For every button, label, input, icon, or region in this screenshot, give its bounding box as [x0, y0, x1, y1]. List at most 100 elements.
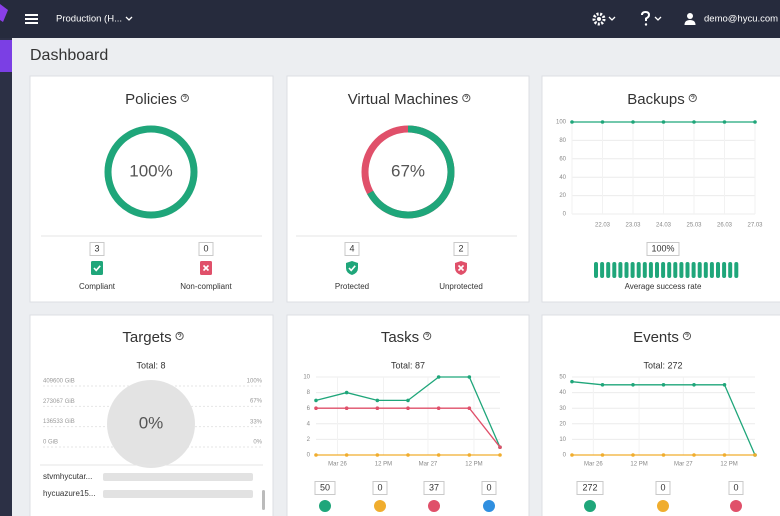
y-tick-label: 2 [307, 437, 311, 443]
data-point [661, 120, 666, 124]
history-pill [655, 262, 659, 278]
y-tick-label: 20 [559, 421, 566, 427]
data-point [753, 120, 757, 124]
count-value: 4 [349, 243, 354, 253]
usage-bar [103, 490, 253, 498]
donut-arc [104, 125, 198, 219]
count-value: 0 [733, 482, 738, 492]
y-tick-label: 6 [307, 406, 311, 412]
chevron [654, 16, 662, 21]
y-tick-label: 10 [303, 375, 310, 381]
count-box [89, 242, 105, 256]
data-point [600, 453, 605, 457]
status-icon [319, 500, 331, 512]
target-name: hycuazure15... [43, 489, 95, 498]
y-tick-label: 50 [559, 375, 566, 381]
data-point [314, 453, 318, 457]
scrollbar [262, 490, 265, 510]
count-value: 0 [203, 243, 208, 253]
count-box [344, 242, 360, 256]
help-mark [464, 95, 469, 99]
sidebar-active-item[interactable] [0, 40, 12, 72]
y-tick-label: 40 [559, 390, 566, 396]
card-title: Virtual Machines [348, 91, 459, 108]
success-label: Average success rate [625, 282, 702, 291]
help-mark [178, 333, 182, 337]
settings-menu[interactable] [592, 12, 616, 26]
history-pill [618, 262, 623, 278]
status-icon [584, 500, 596, 512]
history-pill [624, 262, 629, 278]
stat-label: Unprotected [439, 282, 483, 291]
logo [0, 4, 8, 22]
clipboard-icon [91, 261, 103, 275]
y2-tick-label: 67% [250, 399, 263, 405]
data-point [631, 120, 635, 124]
org-selector[interactable]: Production (H... [56, 14, 133, 25]
x-tick-label: 12 PM [375, 462, 392, 468]
history-pill [661, 262, 666, 278]
count-box [655, 481, 671, 495]
user-menu[interactable]: demo@hycu.com [684, 13, 779, 25]
data-point [436, 453, 441, 457]
x-tick-label: Mar 26 [328, 462, 347, 468]
y-tick-label: 0 GiB [43, 440, 58, 446]
x-tick-label: 25.03 [686, 223, 702, 229]
data-point [692, 453, 696, 457]
donut-arc [361, 125, 455, 219]
history-pill [648, 262, 653, 278]
card [29, 75, 274, 303]
donut-value: 100% [129, 161, 172, 180]
menu-button[interactable] [25, 14, 38, 24]
success-rate: 100% [651, 243, 674, 253]
x-tick-label: 24.03 [656, 223, 672, 229]
user-icon-head [687, 13, 693, 19]
data-point [600, 383, 605, 387]
x-tick-label: 12 PM [465, 462, 482, 468]
gauge-value: 0% [139, 413, 164, 432]
gear-center [597, 17, 601, 21]
data-point [436, 406, 441, 411]
stat-label: Protected [335, 282, 369, 291]
history-pill [685, 262, 690, 278]
y-tick-label: 0 [563, 212, 567, 218]
help-icon [175, 331, 184, 341]
help-icon [688, 93, 697, 103]
data-point [314, 406, 318, 411]
y-tick-label: 409600 GiB [43, 379, 75, 385]
count-box [576, 481, 604, 495]
sidebar [0, 38, 12, 516]
data-point [344, 406, 349, 411]
count-box [372, 481, 388, 495]
menu-line [25, 14, 38, 16]
data-point [570, 453, 574, 457]
history-pill [630, 262, 635, 278]
count-box [481, 481, 497, 495]
y-tick-label: 0 [563, 453, 567, 459]
data-point [570, 379, 574, 384]
count-value: 3 [94, 243, 99, 253]
x-tick-label: 23.03 [625, 223, 641, 229]
history-pill [709, 262, 714, 278]
data-point [406, 406, 410, 411]
total-label: Total: 8 [136, 360, 165, 370]
x-tick-label: Mar 27 [674, 462, 693, 468]
data-point [375, 453, 380, 457]
y2-tick-label: 100% [247, 379, 263, 385]
gauge [107, 380, 195, 468]
data-point [467, 406, 472, 411]
total-label: Total: 272 [643, 360, 682, 370]
data-point [631, 383, 635, 387]
help-menu[interactable] [641, 10, 662, 26]
data-point [498, 445, 502, 450]
y-tick-label: 100 [556, 120, 567, 126]
help-mark [425, 333, 429, 337]
status-icon [483, 500, 495, 512]
rate-box [646, 242, 680, 256]
menu-line [25, 18, 38, 20]
y2-tick-label: 33% [250, 419, 263, 425]
history-pill [606, 262, 611, 278]
data-point [436, 375, 441, 379]
